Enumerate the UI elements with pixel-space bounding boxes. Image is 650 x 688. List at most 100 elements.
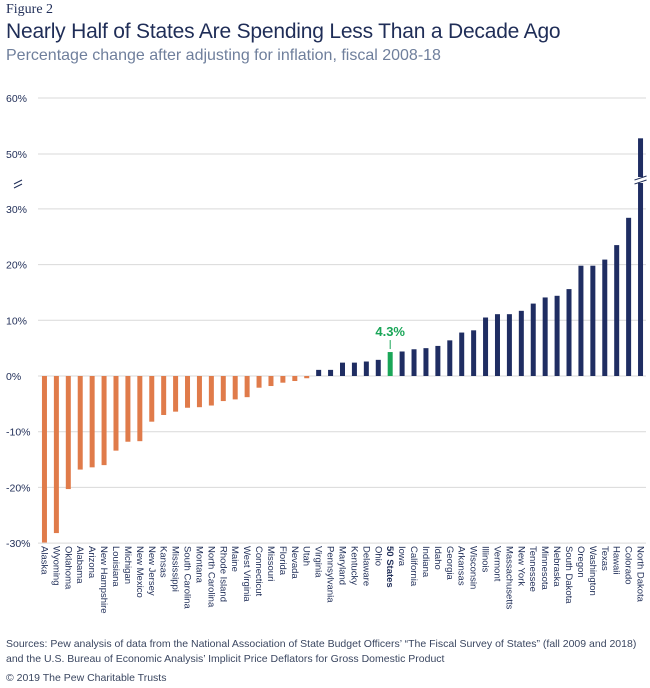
chart-subtitle: Percentage change after adjusting for in… (6, 47, 441, 64)
y-tick-label: 0% (6, 371, 21, 383)
bar (554, 295, 560, 376)
category-label: Colorado (623, 546, 634, 585)
category-label: Connecticut (253, 546, 264, 597)
y-tick-label: -10% (6, 427, 31, 439)
category-label: Wyoming (50, 546, 61, 586)
bar (53, 376, 59, 534)
bar (208, 376, 214, 406)
category-label: Arizona (86, 546, 97, 579)
category-label: Nevada (289, 546, 300, 579)
y-tick-label: -20% (6, 482, 31, 494)
sources-note: Sources: Pew analysis of data from the N… (6, 638, 637, 665)
category-label: Illinois (480, 546, 491, 573)
category-label: South Carolina (182, 546, 193, 610)
bar (101, 376, 107, 466)
category-label: Indiana (420, 546, 431, 578)
bar (447, 340, 453, 376)
bar (578, 265, 584, 376)
bar-break-marker (634, 175, 647, 185)
category-label: 50 States (384, 546, 395, 588)
bar (304, 376, 310, 379)
category-label: Washington (587, 546, 598, 596)
bar (387, 352, 393, 376)
category-label: Alaska (38, 546, 49, 575)
bar (459, 332, 465, 376)
bar (602, 259, 608, 376)
category-label: Delaware (360, 546, 371, 586)
bar (149, 376, 155, 422)
bar (77, 376, 83, 470)
bar (471, 330, 477, 376)
bar (173, 376, 179, 412)
bar (363, 361, 369, 376)
bar (41, 376, 47, 543)
bar (614, 245, 620, 376)
category-label: Vermont (491, 546, 502, 582)
bar (244, 376, 250, 398)
bar (375, 359, 381, 376)
y-tick-label: 20% (6, 260, 27, 272)
bar (196, 376, 202, 408)
bar (435, 345, 441, 376)
category-label: Virginia (313, 546, 324, 578)
category-label: Arkansas (456, 546, 467, 586)
y-tick-label: 50% (6, 149, 27, 161)
category-label: Kansas (158, 546, 169, 578)
bar (256, 376, 262, 388)
y-tick-label: 10% (6, 315, 27, 327)
category-label: Wisconsin (468, 546, 479, 589)
category-label: Alabama (74, 546, 85, 584)
category-label: Nebraska (551, 546, 562, 587)
bar (518, 310, 524, 376)
category-label: Oklahoma (62, 546, 73, 590)
bar (506, 314, 512, 376)
category-label: New Jersey (146, 546, 157, 596)
bar (411, 349, 417, 376)
category-label: Texas (599, 546, 610, 571)
category-label: Georgia (444, 546, 455, 581)
category-label: New Hampshire (98, 546, 109, 614)
bar (232, 376, 238, 400)
category-label: Ohio (372, 546, 383, 566)
bar (268, 376, 274, 387)
bar (566, 289, 572, 376)
bar (161, 376, 167, 415)
category-label: Michigan (122, 546, 133, 584)
category-label: Louisiana (110, 546, 121, 587)
category-label: New York (515, 546, 526, 586)
bar (483, 317, 489, 376)
bar (292, 376, 298, 382)
bar (530, 303, 536, 376)
category-label: North Carolina (205, 546, 216, 608)
axis-break-marker (13, 179, 23, 189)
category-label: Montana (193, 546, 204, 584)
bar (638, 138, 644, 376)
y-tick-label: -30% (6, 538, 31, 550)
highlight-label: 4.3% (375, 324, 405, 339)
category-label: West Virginia (241, 546, 252, 602)
category-label: South Dakota (563, 546, 574, 604)
category-label: Pennsylvania (325, 546, 336, 603)
category-label: Minnesota (539, 546, 550, 591)
bar (316, 369, 322, 376)
category-label: Maryland (337, 546, 348, 585)
y-tick-label: 60% (6, 93, 27, 105)
bar (220, 376, 226, 402)
bar (125, 376, 131, 442)
bar (494, 314, 500, 376)
bar-chart: 60% 50% 30% 20% 10% 0% -10% -20% -30% Alaska Wyomi… (6, 93, 647, 614)
bar (280, 376, 286, 383)
bar (340, 362, 345, 376)
category-label: Iowa (396, 546, 407, 567)
copyright: © 2019 The Pew Charitable Trusts (6, 672, 167, 684)
category-label: Mississippi (170, 546, 181, 592)
category-label: North Dakota (635, 546, 646, 603)
category-label: New Mexico (134, 546, 145, 598)
category-label: Missouri (265, 546, 276, 581)
figure-label: Figure 2 (6, 2, 54, 17)
category-label: California (408, 546, 419, 587)
bar (351, 362, 357, 376)
bar (185, 376, 191, 408)
category-label: Rhode Island (217, 546, 228, 602)
bar (423, 348, 429, 376)
